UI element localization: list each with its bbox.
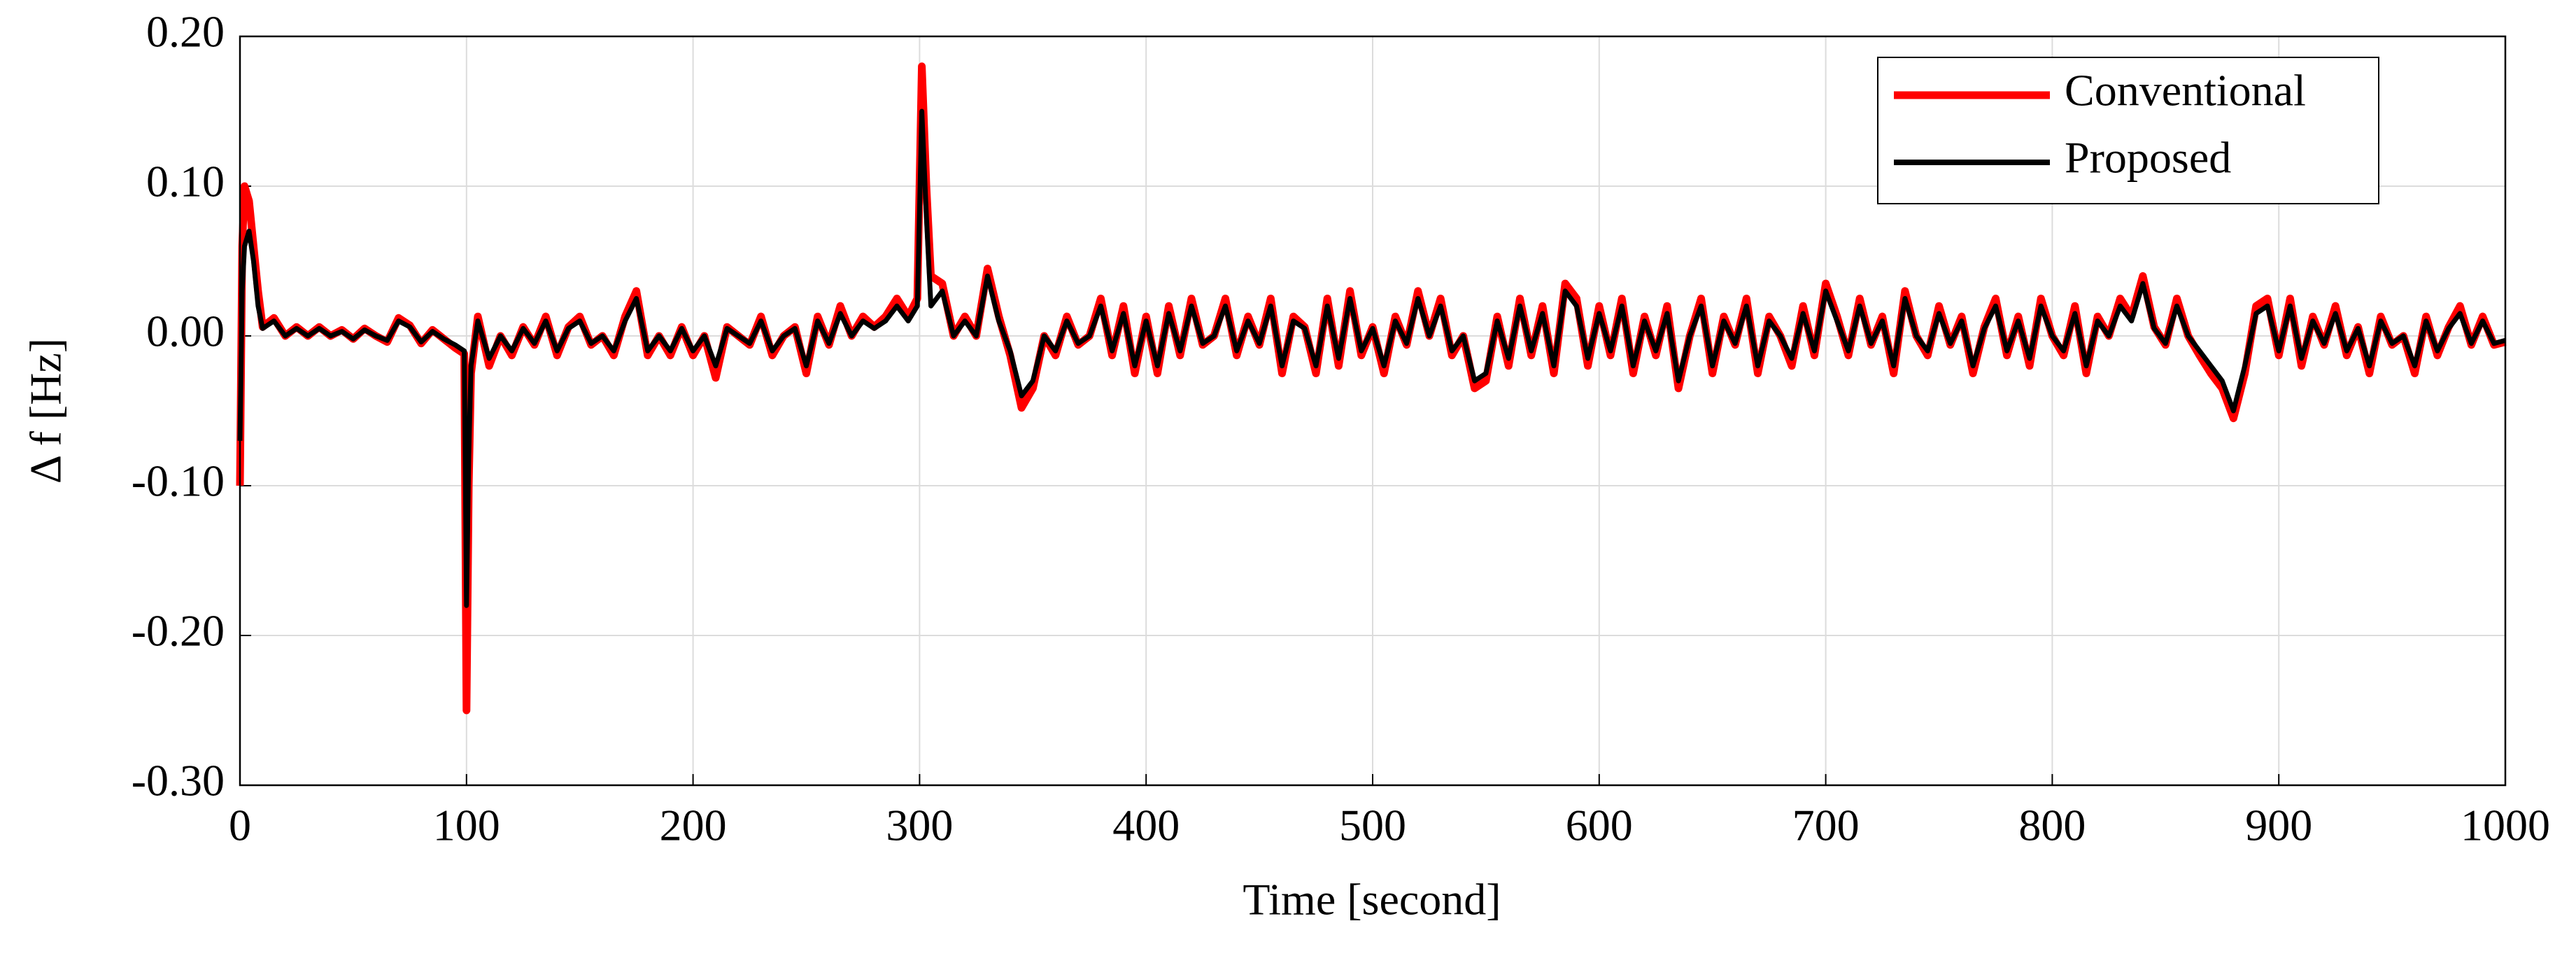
y-tick-label: -0.30: [132, 756, 225, 806]
plot-frame: [239, 35, 2507, 787]
y-tick-label: -0.20: [132, 606, 225, 656]
x-tick-label: 200: [660, 801, 727, 850]
x-tick-label: 0: [229, 801, 251, 850]
x-tick-label: 500: [1339, 801, 1406, 850]
x-tick-label: 400: [1112, 801, 1180, 850]
y-tick-label: 0.10: [146, 157, 225, 206]
x-tick-label: 300: [886, 801, 953, 850]
y-tick-label: 0.20: [146, 7, 225, 57]
x-tick-label: 100: [433, 801, 500, 850]
x-tick-label: 900: [2245, 801, 2312, 850]
x-axis-label: Time [second]: [1243, 875, 1501, 925]
legend-label: Conventional: [2065, 66, 2306, 115]
y-tick-label: -0.10: [132, 456, 225, 506]
x-tick-label: 1000: [2461, 801, 2550, 850]
legend-box: [1877, 57, 2379, 204]
x-tick-label: 800: [2018, 801, 2086, 850]
x-tick-label: 600: [1566, 801, 1633, 850]
legend-label: Proposed: [2065, 133, 2231, 183]
y-axis-label: Δ f [Hz]: [21, 338, 71, 484]
y-tick-label: 0.00: [146, 307, 225, 356]
series-line: [237, 108, 2506, 608]
x-tick-label: 700: [1792, 801, 1860, 850]
